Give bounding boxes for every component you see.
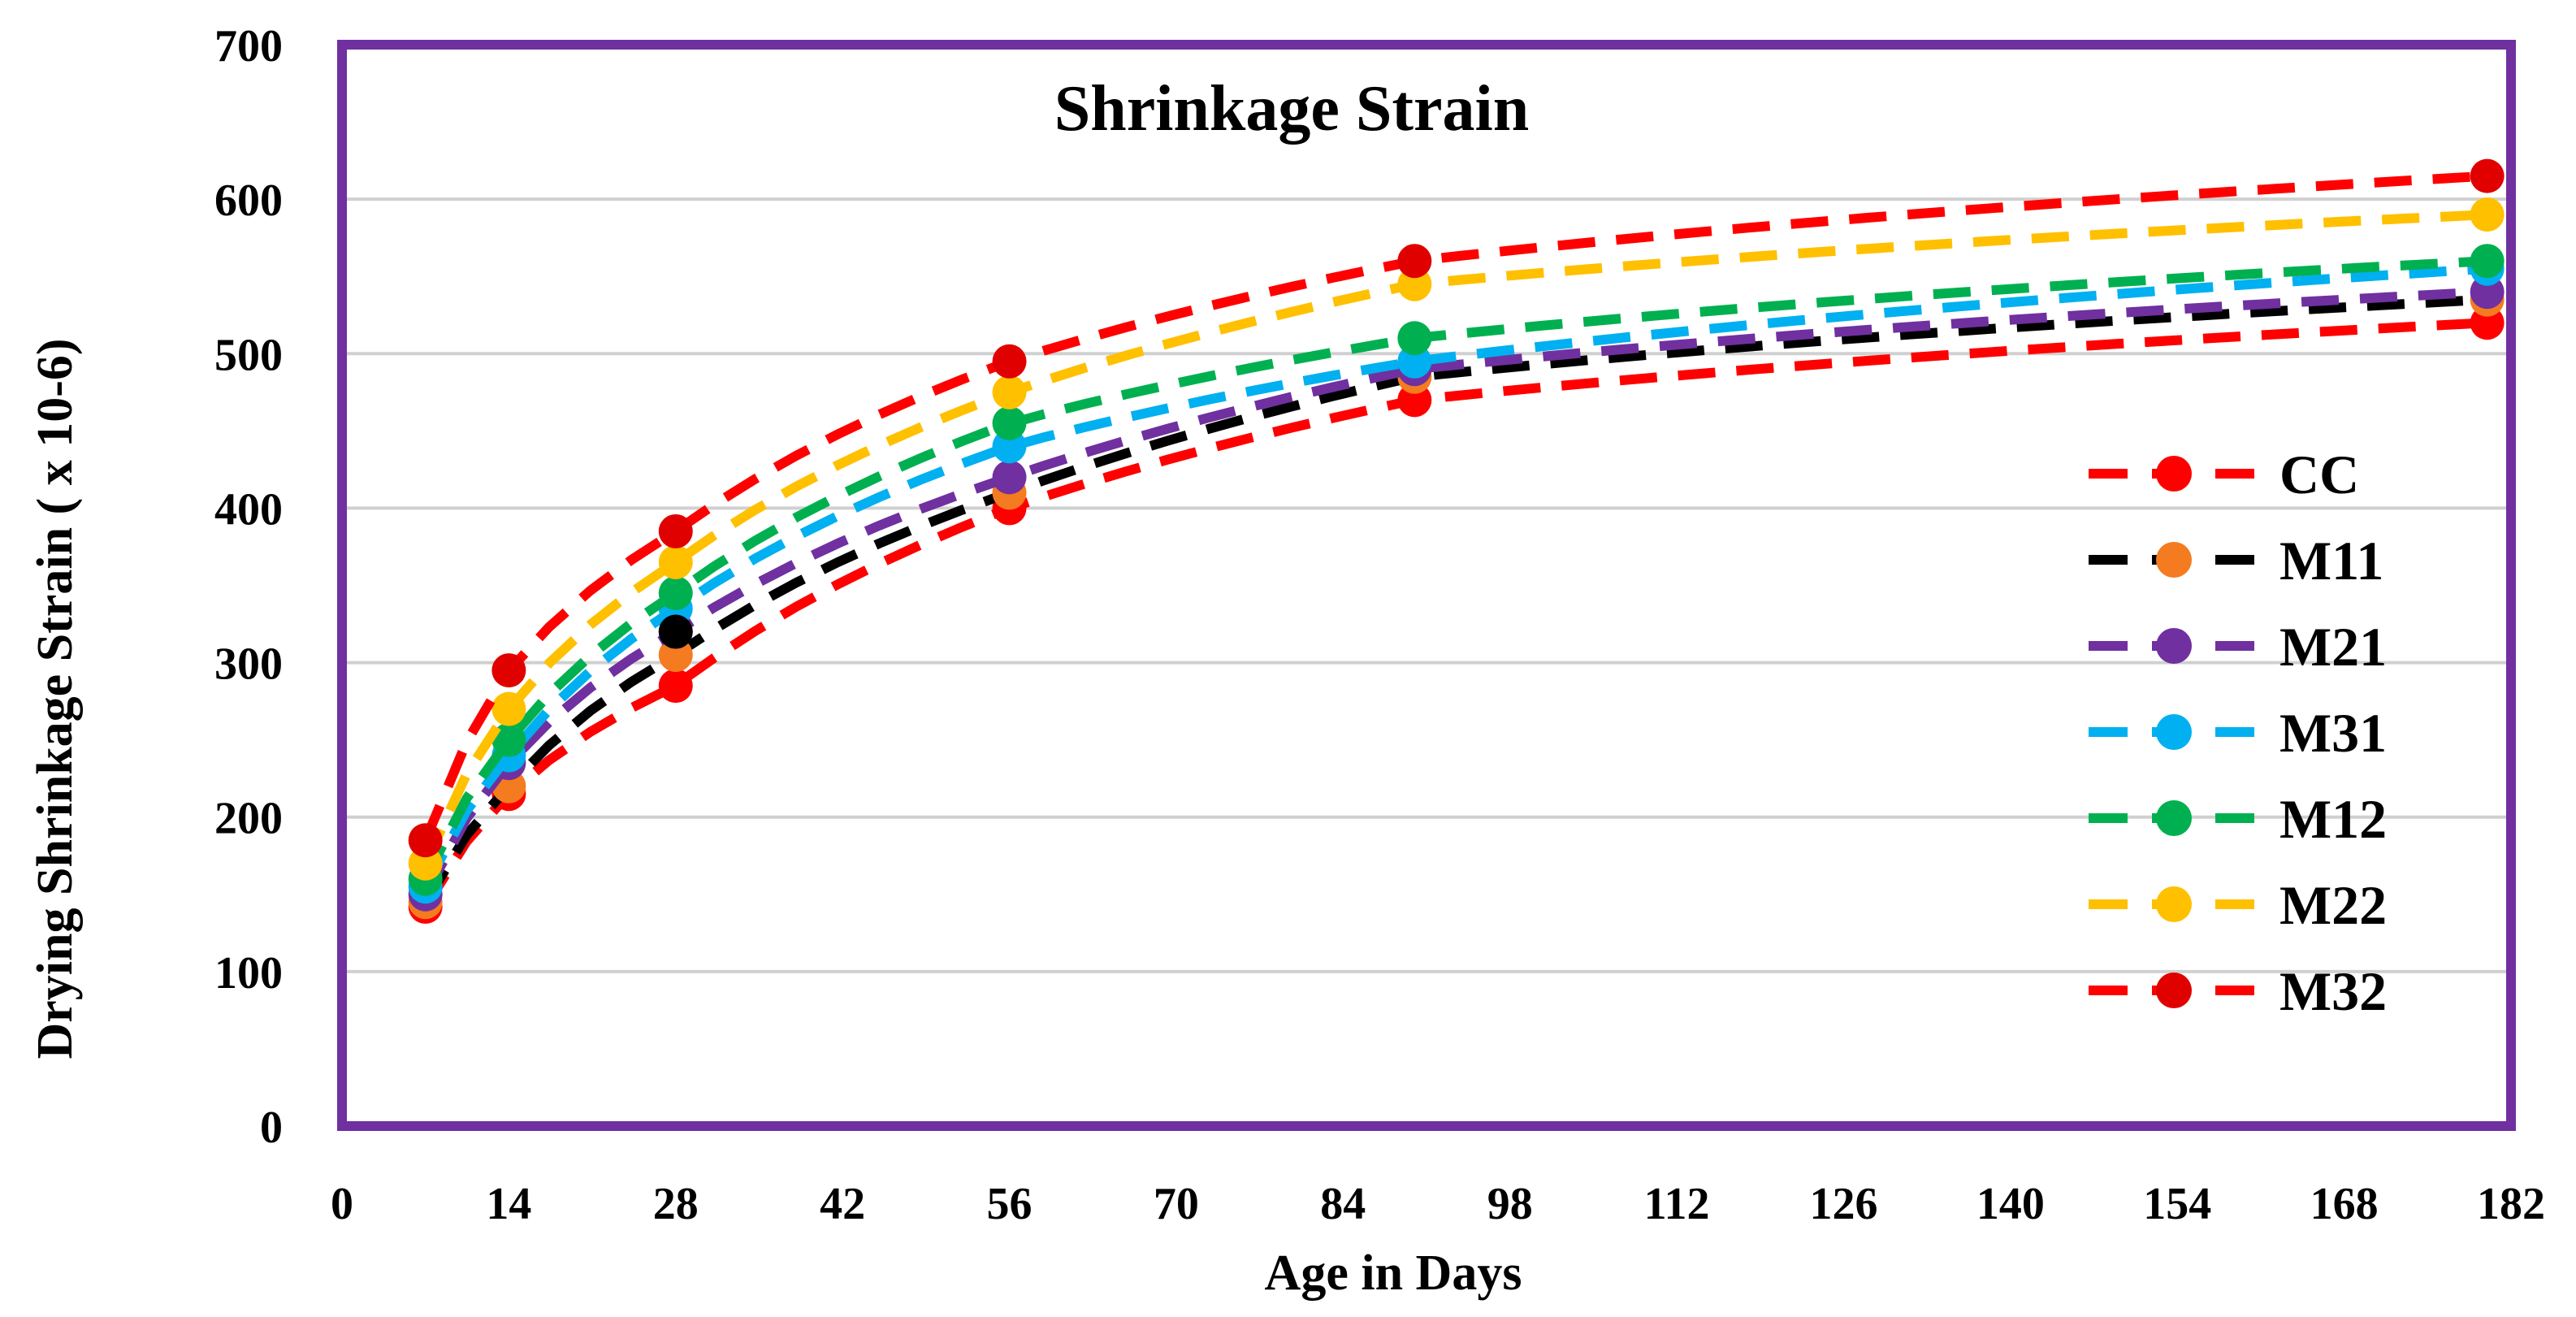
series-m12	[408, 244, 2505, 896]
data-point-m22	[491, 691, 526, 726]
x-tick-label: 0	[331, 1179, 353, 1229]
x-tick-labels: 0 14 28 42 56 70 84 98 112 126 140 154 168 182	[331, 1179, 2545, 1229]
series-line-m22	[421, 210, 2487, 866]
series-m31	[408, 251, 2505, 904]
plot-frame	[337, 40, 2516, 1131]
legend-item-m22: M22	[2089, 874, 2387, 936]
legend-label: M32	[2279, 960, 2387, 1022]
data-point-m32	[491, 653, 526, 688]
data-point-m12	[658, 576, 693, 611]
legend-label: M11	[2279, 530, 2383, 591]
data-point-m12	[2470, 244, 2505, 279]
legend: CC M11 M21 M31 M12 M22 M32	[2089, 444, 2387, 1022]
x-tick-label: 168	[2310, 1179, 2379, 1229]
data-point-m32	[992, 344, 1027, 379]
data-point-m22	[2470, 197, 2505, 232]
data-point-m22	[658, 544, 693, 579]
legend-label: CC	[2279, 444, 2359, 505]
data-point-m32	[658, 513, 693, 548]
data-point-m32	[2470, 158, 2505, 193]
legend-item-m32: M32	[2089, 960, 2387, 1022]
x-tick-label: 84	[1320, 1179, 1366, 1229]
y-tick-label: 0	[260, 1103, 283, 1153]
legend-label: M12	[2279, 788, 2387, 850]
series-line-m11	[421, 294, 2488, 905]
legend-marker	[2156, 456, 2192, 492]
legend-item-cc: CC	[2089, 444, 2359, 505]
y-tick-label: 600	[214, 175, 283, 226]
legend-label: M31	[2279, 702, 2387, 764]
series-line-cc	[421, 318, 2488, 910]
y-tick-label: 400	[214, 484, 283, 535]
data-point-m32	[408, 823, 443, 858]
legend-item-m21: M21	[2089, 616, 2387, 678]
legend-label: M22	[2279, 874, 2387, 936]
legend-item-m12: M12	[2089, 788, 2387, 850]
series-line-m31	[421, 263, 2488, 890]
legend-marker	[2156, 800, 2192, 836]
x-tick-label: 42	[820, 1179, 865, 1229]
y-tick-label: 700	[214, 21, 283, 71]
legend-label: M21	[2279, 616, 2387, 678]
x-tick-label: 182	[2477, 1179, 2545, 1229]
data-point-m22	[992, 375, 1027, 409]
x-tick-label: 154	[2143, 1179, 2211, 1229]
x-tick-label: 98	[1487, 1179, 1533, 1229]
x-tick-label: 140	[1976, 1179, 2045, 1229]
series-line-m32	[421, 171, 2488, 843]
series-line-m12	[421, 256, 2488, 882]
chart-title: Shrinkage Strain	[1054, 73, 1530, 145]
data-point-extra	[658, 614, 693, 649]
data-point-m12	[992, 405, 1027, 440]
y-tick-label: 500	[214, 330, 283, 380]
x-tick-label: 112	[1644, 1179, 1710, 1229]
data-point-cc	[658, 669, 693, 704]
y-axis-title: Drying Shrinkage Strain ( x 10-6)	[28, 339, 83, 1059]
legend-item-m11: M11	[2089, 530, 2383, 591]
y-tick-label: 100	[214, 948, 283, 999]
x-tick-label: 28	[653, 1179, 699, 1229]
x-tick-label: 14	[486, 1179, 531, 1229]
y-tick-labels: 0 100 200 300 400 500 600 700	[214, 21, 283, 1153]
legend-item-m31: M31	[2089, 702, 2387, 764]
x-tick-label: 126	[1809, 1179, 1877, 1229]
legend-marker	[2156, 886, 2192, 922]
series-cc	[408, 305, 2505, 924]
x-tick-label: 56	[987, 1179, 1033, 1229]
y-tick-label: 300	[214, 639, 283, 690]
data-point-m21	[992, 460, 1027, 495]
legend-marker	[2156, 973, 2192, 1008]
data-point-m12	[1397, 321, 1432, 356]
x-tick-label: 70	[1154, 1179, 1199, 1229]
data-point-m32	[1397, 244, 1432, 279]
legend-marker	[2156, 714, 2192, 750]
data-point-m12	[491, 722, 526, 757]
x-axis-title: Age in Days	[1265, 1246, 1522, 1301]
series-layer	[408, 158, 2505, 924]
series-line-m21	[421, 287, 2488, 897]
series-m22	[408, 197, 2505, 881]
legend-marker	[2156, 542, 2192, 578]
series-m32	[408, 158, 2505, 858]
y-tick-label: 200	[214, 794, 283, 844]
legend-marker	[2156, 628, 2192, 664]
